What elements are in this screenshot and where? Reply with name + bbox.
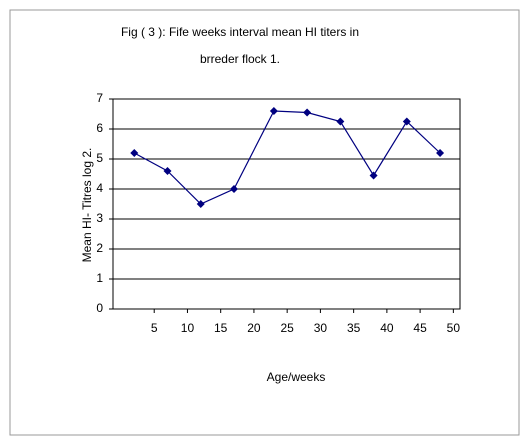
chart-title: Fig ( 3 ): Fife weeks interval mean HI t… [121, 25, 359, 39]
data-line [133, 110, 441, 205]
y-tick-label: 1 [96, 271, 103, 285]
plot-area [112, 98, 461, 310]
y-tick-label: 6 [96, 121, 103, 135]
data-point [303, 108, 312, 117]
data-point [163, 167, 172, 175]
x-tick-label: 10 [181, 321, 195, 335]
data-point [369, 171, 378, 180]
data-point [436, 149, 445, 157]
x-tick-label: 5 [151, 321, 158, 335]
x-tick-label: 35 [347, 321, 361, 335]
y-tick-label: 5 [96, 151, 103, 165]
y-tick-label: 4 [96, 181, 103, 195]
x-tick-label: 25 [280, 321, 294, 335]
data-point [229, 185, 238, 193]
x-tick-label: 40 [380, 321, 394, 335]
data-point [269, 107, 278, 115]
x-tick-label: 30 [314, 321, 328, 335]
x-tick-label: 50 [447, 321, 461, 335]
y-tick-label: 0 [96, 301, 103, 315]
data-point [336, 117, 345, 126]
data-point [402, 117, 411, 126]
x-tick-label: 45 [413, 321, 427, 335]
x-tick-label: 15 [214, 321, 228, 335]
y-axis-label: Mean HI- Titres log 2. [80, 148, 94, 263]
x-tick-label: 20 [247, 321, 261, 335]
x-axis-label: Age/weeks [267, 370, 326, 384]
y-tick-label: 2 [96, 241, 103, 255]
data-point [196, 200, 205, 208]
data-point [130, 149, 139, 157]
y-tick-label: 7 [96, 91, 103, 105]
y-tick-label: 3 [96, 211, 103, 225]
chart-title: brreder flock 1. [200, 52, 280, 66]
